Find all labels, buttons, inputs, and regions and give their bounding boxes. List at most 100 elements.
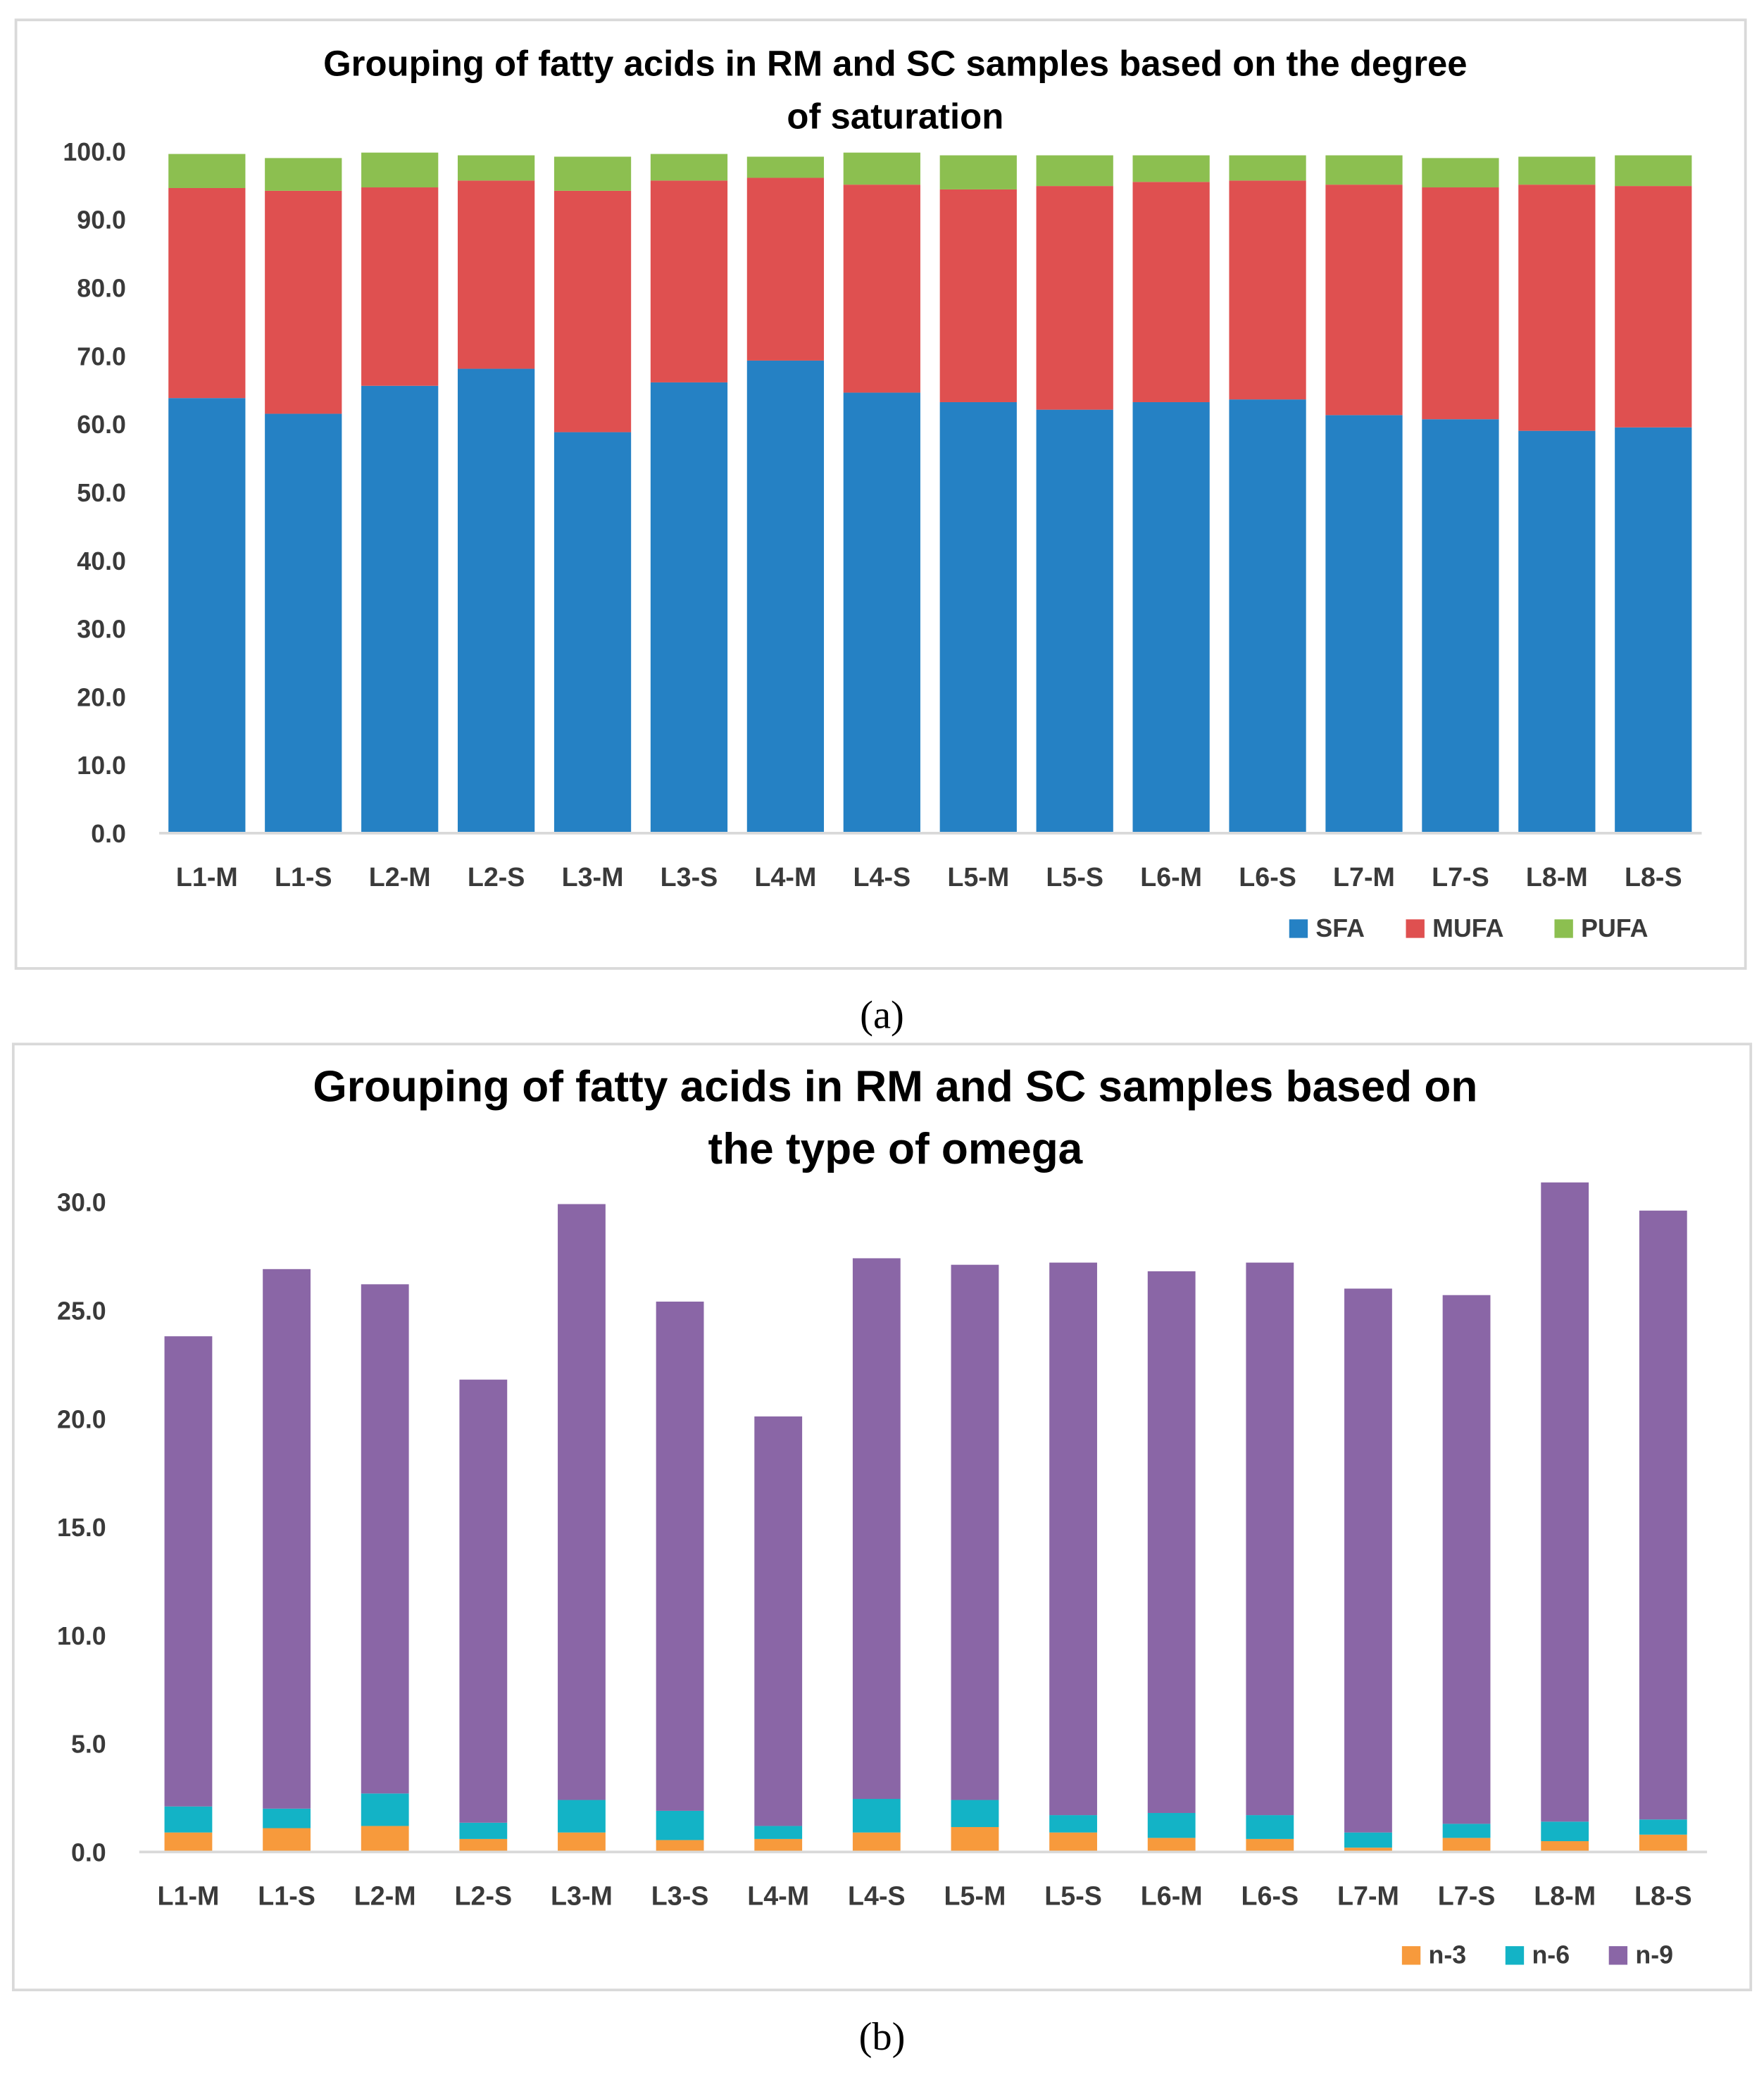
bar-n-9-l8-s: [1639, 1210, 1687, 1820]
bar-pufa-l8-s: [1615, 155, 1692, 187]
bar-n-3-l1-m: [164, 1832, 213, 1852]
bar-n-3-l4-s: [852, 1832, 901, 1852]
bar-n-6-l4-m: [754, 1826, 803, 1839]
bar-pufa-l5-m: [939, 155, 1017, 189]
chart-title: of saturation: [787, 96, 1003, 137]
legend-swatch-n-3: [1401, 1946, 1421, 1965]
x-tick-label: L6-M: [1141, 1881, 1203, 1911]
x-tick-label: L2-M: [369, 862, 431, 892]
bar-mufa-l2-m: [361, 187, 439, 386]
y-tick-label: 10.0: [77, 752, 126, 780]
x-tick-label: L4-S: [848, 1881, 906, 1911]
bar-sfa-l2-m: [361, 385, 439, 833]
bar-n-6-l7-m: [1344, 1832, 1392, 1848]
bar-sfa-l3-m: [553, 432, 632, 833]
bar-mufa-l6-s: [1229, 180, 1306, 400]
bar-sfa-l2-s: [457, 368, 535, 833]
x-tick-label: L1-S: [275, 862, 332, 892]
bar-n-9-l6-s: [1246, 1262, 1294, 1816]
y-tick-label: 25.0: [57, 1297, 106, 1325]
y-tick-label: 60.0: [77, 411, 126, 439]
bar-n-6-l2-m: [361, 1793, 409, 1826]
bar-pufa-l5-s: [1036, 155, 1113, 187]
x-tick-label: L7-S: [1432, 862, 1489, 892]
bar-n-6-l4-s: [852, 1798, 901, 1833]
bar-sfa-l7-m: [1325, 415, 1403, 833]
bar-n-6-l7-s: [1442, 1824, 1491, 1838]
bar-sfa-l8-m: [1518, 430, 1596, 833]
bar-pufa-l1-s: [265, 158, 342, 191]
bar-n-3-l6-s: [1246, 1838, 1294, 1852]
bar-n-9-l1-m: [164, 1336, 213, 1807]
x-tick-label: L1-M: [158, 1881, 220, 1911]
figure-caption: (b): [859, 2015, 906, 2059]
bar-mufa-l5-s: [1036, 186, 1113, 410]
bar-n-9-l1-s: [263, 1269, 311, 1809]
bar-sfa-l4-s: [843, 392, 920, 833]
bar-n-6-l1-s: [263, 1808, 311, 1828]
x-tick-label: L8-S: [1634, 1881, 1692, 1911]
bar-sfa-l4-m: [746, 360, 825, 833]
y-tick-label: 20.0: [57, 1405, 106, 1433]
y-tick-label: 20.0: [77, 683, 126, 711]
bar-n-6-l8-s: [1639, 1819, 1687, 1835]
bar-n-3-l5-m: [951, 1826, 999, 1852]
bar-pufa-l8-m: [1518, 156, 1596, 185]
bar-n-6-l8-m: [1541, 1821, 1589, 1841]
bar-mufa-l7-m: [1325, 185, 1403, 416]
bar-pufa-l2-s: [457, 155, 535, 181]
bar-n-6-l3-s: [656, 1810, 704, 1840]
legend-label-sfa: SFA: [1315, 914, 1365, 942]
bar-n-3-l5-s: [1049, 1832, 1097, 1852]
legend-swatch-sfa: [1289, 919, 1308, 938]
bar-n-6-l2-s: [459, 1822, 508, 1839]
legend-label-n-6: n-6: [1532, 1941, 1570, 1969]
bar-sfa-l6-s: [1229, 399, 1306, 833]
bar-n-3-l8-s: [1639, 1834, 1687, 1852]
bar-pufa-l4-m: [746, 156, 825, 178]
y-tick-label: 0.0: [91, 820, 126, 848]
bar-n-9-l2-m: [361, 1284, 409, 1794]
x-tick-label: L2-S: [468, 862, 525, 892]
bar-n-3-l7-s: [1442, 1838, 1491, 1852]
bar-sfa-l6-m: [1132, 401, 1210, 833]
bar-n-9-l2-s: [459, 1379, 508, 1823]
bar-sfa-l3-s: [650, 382, 728, 833]
chart-title: Grouping of fatty acids in RM and SC sam…: [313, 1062, 1477, 1111]
x-tick-label: L2-M: [354, 1881, 416, 1911]
bar-sfa-l1-s: [265, 413, 342, 833]
chart-title: Grouping of fatty acids in RM and SC sam…: [323, 43, 1467, 83]
bar-pufa-l6-m: [1132, 155, 1210, 182]
bar-n-9-l7-m: [1344, 1288, 1392, 1833]
bar-sfa-l8-s: [1615, 427, 1692, 833]
x-tick-label: L3-S: [651, 1881, 709, 1911]
y-tick-label: 80.0: [77, 275, 126, 303]
x-tick-label: L5-M: [944, 1881, 1006, 1911]
x-tick-label: L6-S: [1239, 862, 1296, 892]
bar-n-6-l5-m: [951, 1800, 999, 1827]
bar-n-3-l2-m: [361, 1826, 409, 1852]
y-tick-label: 50.0: [77, 479, 126, 507]
bar-n-6-l6-s: [1246, 1815, 1294, 1839]
x-tick-label: L1-M: [176, 862, 238, 892]
bar-sfa-l5-m: [939, 401, 1017, 833]
bar-n-6-l1-m: [164, 1806, 213, 1833]
bar-pufa-l7-s: [1422, 158, 1499, 188]
bar-sfa-l1-m: [168, 398, 246, 833]
x-tick-label: L8-M: [1526, 862, 1588, 892]
bar-sfa-l5-s: [1036, 409, 1113, 833]
y-tick-label: 70.0: [77, 342, 126, 370]
x-tick-label: L3-M: [562, 862, 624, 892]
chart-title: the type of omega: [708, 1125, 1083, 1173]
figure-caption: (a): [860, 994, 904, 1038]
bar-mufa-l3-s: [650, 180, 728, 382]
bar-n-9-l5-s: [1049, 1262, 1097, 1816]
x-tick-label: L3-S: [661, 862, 718, 892]
bar-sfa-l7-s: [1422, 419, 1499, 833]
x-tick-label: L5-S: [1046, 862, 1103, 892]
bar-pufa-l1-m: [168, 154, 246, 188]
bar-mufa-l4-s: [843, 185, 920, 393]
y-tick-label: 100.0: [63, 138, 126, 166]
